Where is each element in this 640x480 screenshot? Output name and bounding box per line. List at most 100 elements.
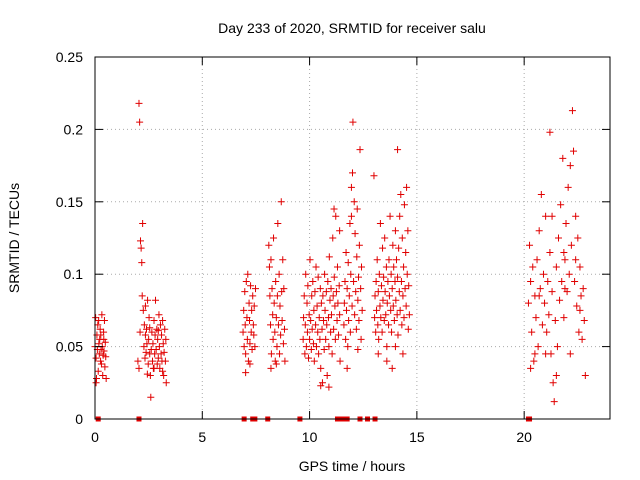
x-tick-label: 0	[91, 429, 99, 445]
data-point	[560, 248, 568, 256]
data-point	[374, 350, 382, 358]
data-point	[386, 212, 394, 220]
data-point	[566, 350, 574, 358]
data-point	[528, 328, 536, 336]
data-point	[546, 128, 554, 136]
data-point	[374, 288, 382, 296]
data-point	[320, 317, 328, 325]
data-point	[353, 205, 361, 213]
data-point	[246, 317, 253, 325]
data-point	[371, 314, 379, 322]
data-point	[139, 220, 147, 228]
data-point	[100, 335, 108, 343]
data-point	[279, 256, 287, 264]
data-point	[392, 256, 400, 264]
data-point	[317, 299, 325, 307]
data-point	[336, 311, 344, 319]
data-point	[561, 256, 569, 264]
data-point	[358, 306, 366, 314]
data-point	[325, 343, 333, 351]
data-point	[572, 212, 580, 220]
data-point	[303, 328, 311, 336]
data-point	[381, 234, 389, 242]
data-point	[147, 393, 155, 401]
data-point	[271, 328, 279, 336]
data-point	[391, 227, 399, 235]
data-point	[384, 277, 392, 285]
data-point	[240, 306, 248, 314]
data-point	[348, 302, 356, 310]
data-point	[159, 340, 167, 348]
data-point	[373, 256, 381, 264]
data-point	[380, 317, 388, 325]
data-point	[159, 317, 167, 325]
data-point	[549, 379, 557, 387]
data-point	[161, 357, 169, 365]
data-point	[375, 270, 383, 278]
data-point	[155, 343, 163, 351]
data-point	[140, 321, 148, 329]
data-point	[303, 299, 311, 307]
data-point	[309, 277, 317, 285]
data-point	[280, 285, 288, 293]
data-point	[99, 372, 107, 380]
data-point	[332, 288, 340, 296]
data-point	[140, 343, 148, 351]
data-point	[97, 357, 105, 365]
data-point	[277, 331, 285, 339]
data-point	[276, 302, 284, 310]
data-point	[265, 263, 273, 271]
data-point	[313, 302, 321, 310]
data-point	[379, 244, 387, 252]
data-point	[278, 317, 286, 325]
data-point	[240, 343, 248, 351]
data-point	[325, 253, 333, 261]
y-axis-label: SRMTID / TECUs	[6, 183, 22, 293]
data-point	[158, 331, 166, 339]
data-point	[552, 372, 560, 380]
data-point	[97, 331, 105, 339]
data-point	[330, 205, 338, 213]
x-tick-label: 5	[198, 429, 206, 445]
data-point	[333, 263, 341, 271]
data-point	[564, 183, 572, 191]
data-point	[142, 348, 150, 356]
x-tick-label: 15	[409, 429, 425, 445]
grid	[95, 57, 610, 419]
data-point	[321, 306, 329, 314]
data-point	[346, 220, 354, 228]
data-point	[352, 288, 360, 296]
data-point	[561, 285, 569, 293]
data-point	[265, 241, 273, 249]
data-point	[546, 248, 554, 256]
data-point	[300, 292, 308, 300]
data-point	[145, 335, 153, 343]
data-point	[393, 311, 401, 319]
data-point	[538, 321, 546, 329]
data-point	[395, 244, 403, 252]
data-point	[274, 220, 282, 228]
data-point	[356, 146, 364, 154]
data-point	[328, 350, 336, 358]
data-point	[267, 256, 275, 264]
data-point	[390, 263, 398, 271]
data-point	[535, 292, 543, 300]
x-axis-label: GPS time / hours	[299, 458, 406, 474]
data-point	[530, 357, 538, 365]
data-point	[143, 340, 151, 348]
data-point	[401, 285, 409, 293]
data-point	[307, 317, 315, 325]
data-point	[351, 311, 359, 319]
data-point	[557, 201, 565, 209]
data-point	[322, 335, 330, 343]
data-point	[349, 118, 357, 126]
data-point	[144, 360, 152, 368]
data-point	[404, 227, 412, 235]
data-point	[388, 364, 396, 372]
data-point	[154, 327, 162, 335]
data-point	[350, 198, 358, 206]
data-point	[391, 277, 399, 285]
data-point	[324, 277, 332, 285]
y-tick-label: 0.25	[56, 49, 83, 65]
